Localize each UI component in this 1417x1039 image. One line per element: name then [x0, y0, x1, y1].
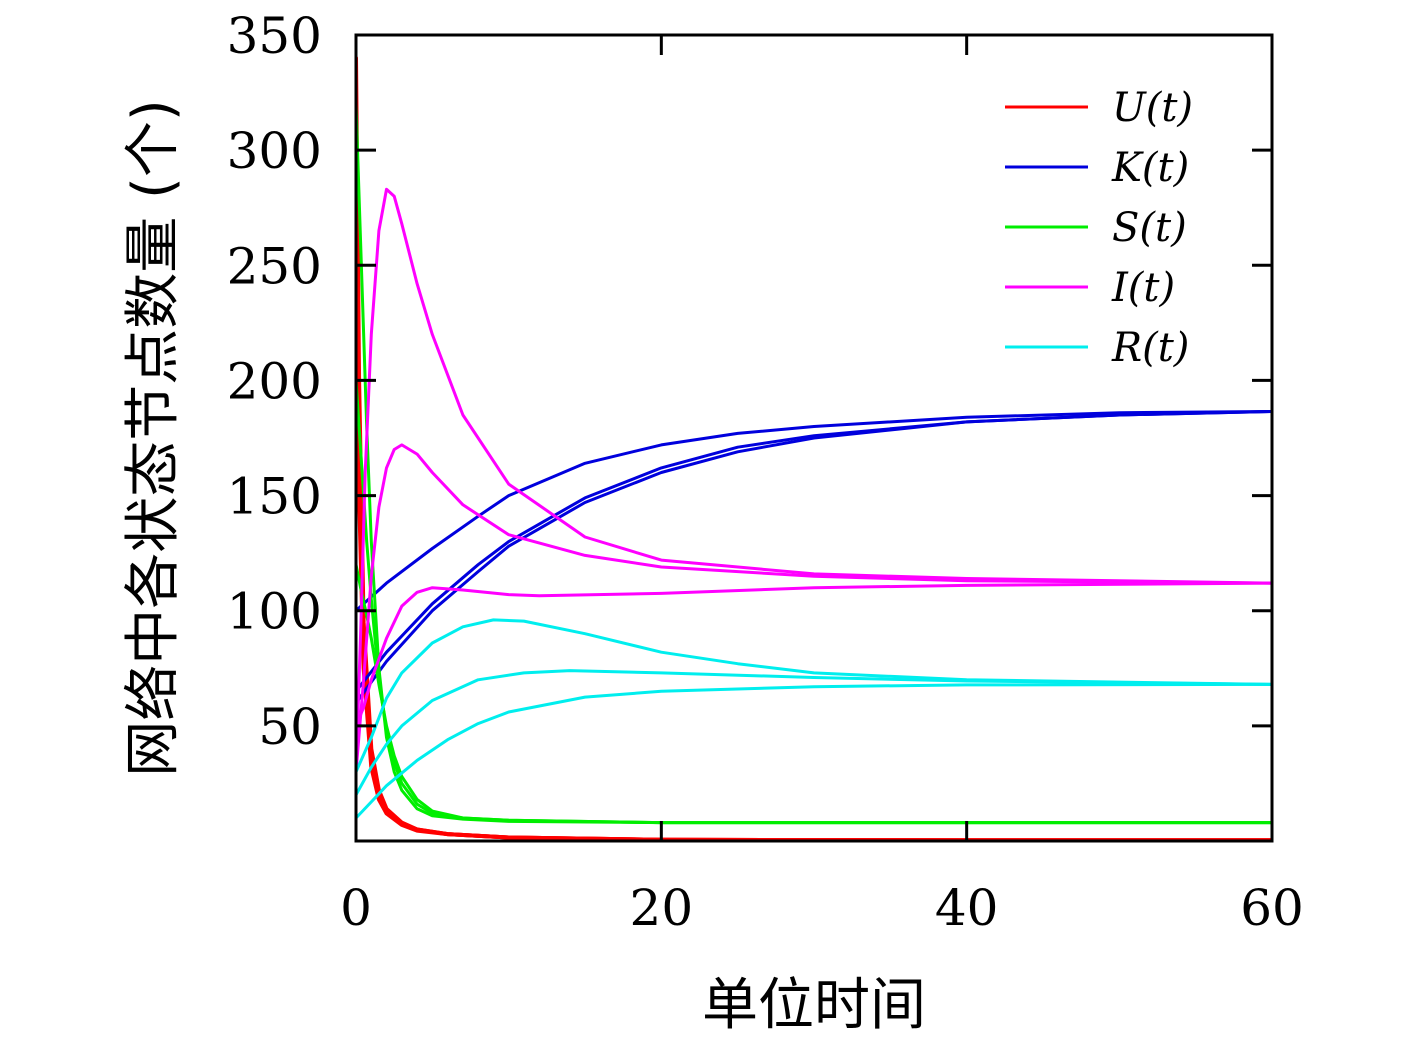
x-axis-label: 单位时间 — [702, 973, 926, 1038]
legend-item-kt: K(t) — [1005, 145, 1189, 191]
y-tick-label: 50 — [258, 698, 322, 756]
series-line-kt-3 — [356, 410, 1272, 613]
legend-label: U(t) — [1112, 85, 1193, 131]
y-tick-label: 250 — [227, 237, 322, 295]
series-line-it-10 — [356, 443, 1272, 774]
x-tick-label: 0 — [340, 879, 372, 937]
legend-item-rt: R(t) — [1005, 325, 1189, 371]
legend-label: I(t) — [1111, 265, 1175, 311]
series-line-ut-2 — [356, 286, 1272, 841]
series-line-st-8 — [356, 563, 1272, 825]
x-tick-label: 40 — [935, 879, 999, 937]
series-line-rt-14 — [356, 682, 1272, 820]
y-axis-label: 网络中各状态节点数量 (个) — [121, 99, 186, 777]
legend-label: R(t) — [1111, 325, 1189, 371]
legend-label: K(t) — [1111, 145, 1189, 191]
y-tick-label: 100 — [227, 583, 322, 641]
legend-item-st: S(t) — [1005, 205, 1187, 251]
series-line-rt-12 — [356, 618, 1272, 774]
y-tick-label: 350 — [227, 7, 322, 65]
series-line-rt-13 — [356, 669, 1272, 797]
y-tick-label: 300 — [227, 122, 322, 180]
x-tick-label: 20 — [630, 879, 694, 937]
legend-item-it: I(t) — [1005, 265, 1175, 311]
series-line-st-7 — [356, 378, 1272, 825]
legend-label: S(t) — [1112, 205, 1187, 251]
legend-item-ut: U(t) — [1005, 85, 1193, 131]
plot-frame — [354, 33, 1274, 843]
x-tick-label: 60 — [1240, 879, 1304, 937]
series-layer — [356, 56, 1272, 841]
y-tick-label: 200 — [227, 352, 322, 410]
series-line-it-11 — [356, 581, 1272, 728]
y-tick-label: 150 — [227, 468, 322, 526]
legend: U(t) K(t) S(t) I(t) R(t) — [1005, 85, 1193, 371]
ticks-layer: 0 20 40 60 50 100 150 200 250 300 350 — [227, 7, 1304, 937]
series-line-kt-4 — [356, 410, 1272, 693]
series-line-kt-5 — [356, 410, 1272, 705]
